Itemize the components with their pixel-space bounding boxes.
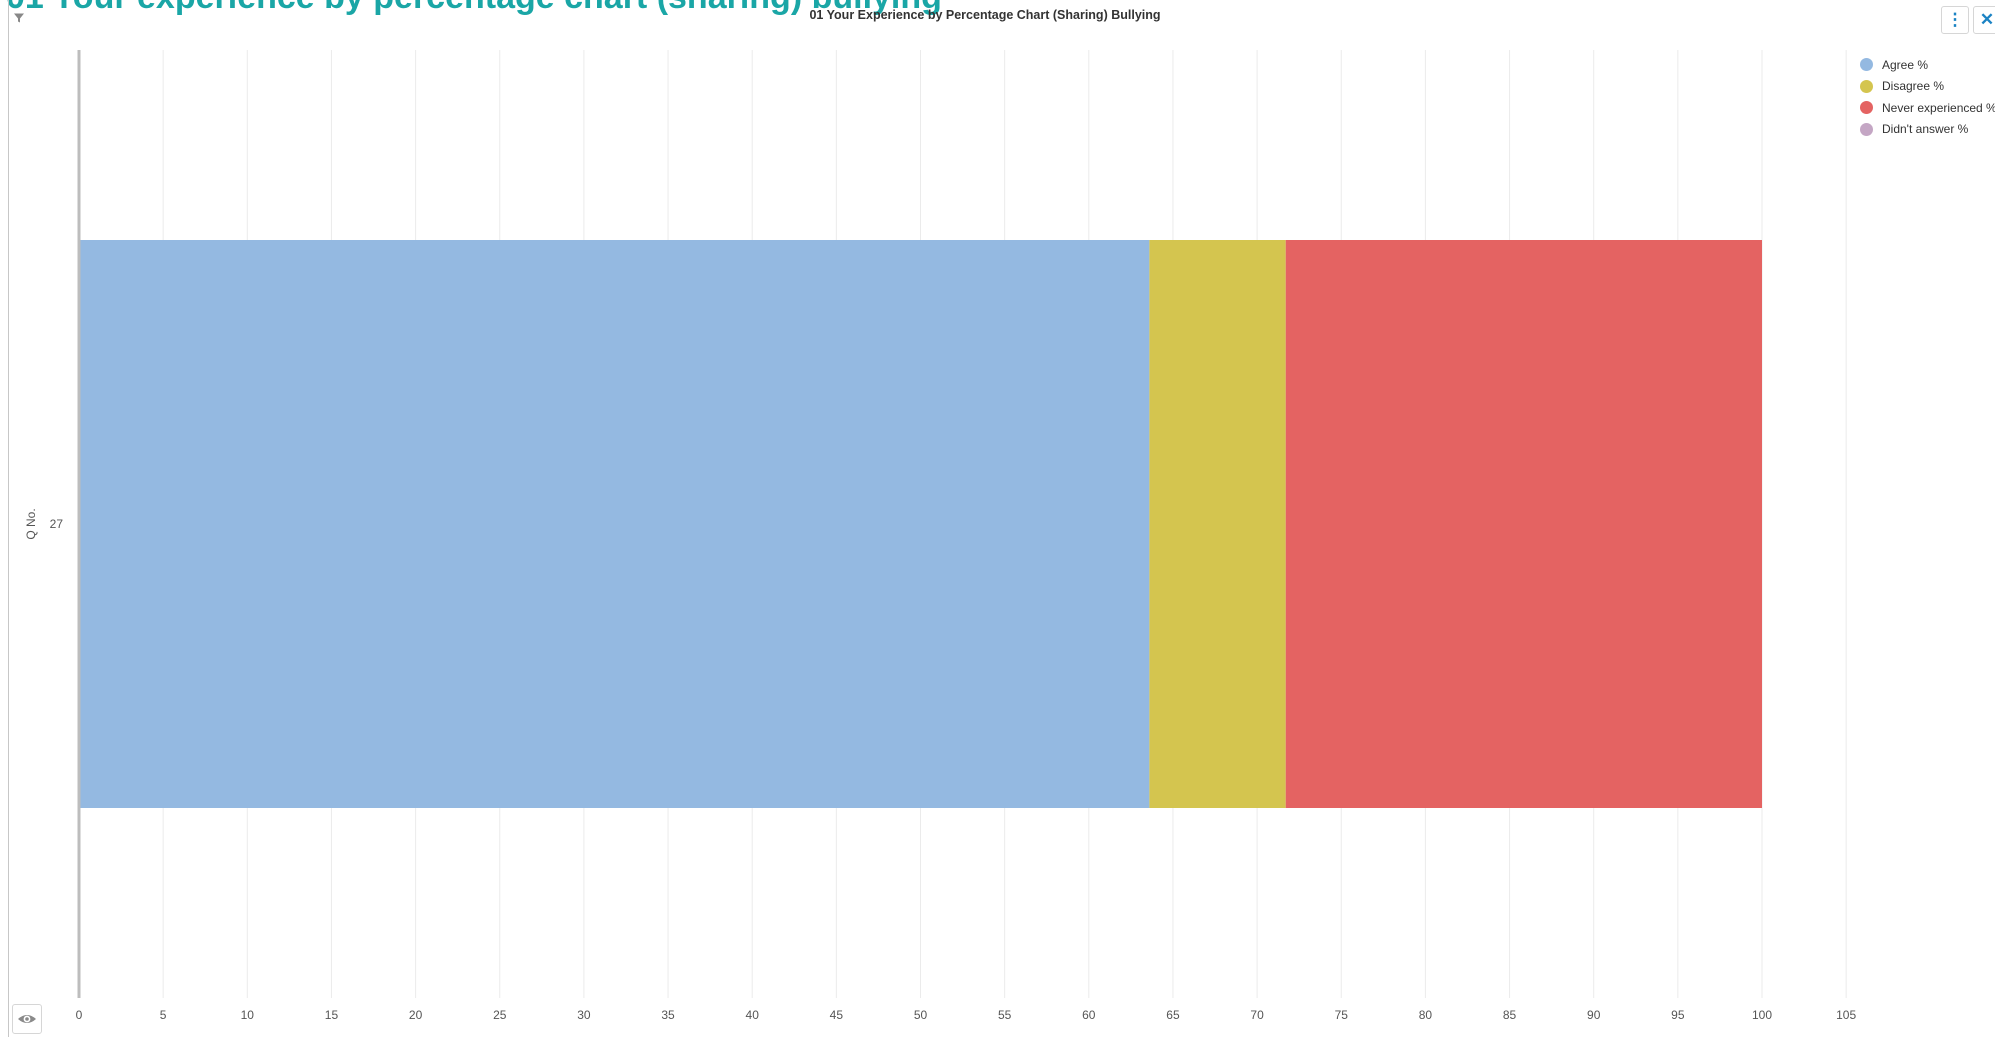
chart-title: 01 Your Experience by Percentage Chart (… (809, 8, 1161, 22)
legend-label: Never experienced % (1882, 100, 1995, 115)
visibility-toggle-button[interactable] (12, 1004, 42, 1034)
legend-label: Didn't answer % (1882, 122, 1969, 137)
x-tick-label: 10 (241, 1008, 255, 1022)
page-heading: 01 Your experience by percentage chart (… (6, 0, 942, 17)
legend-item[interactable]: Agree % (1860, 54, 1995, 76)
x-tick-label: 65 (1166, 1008, 1180, 1022)
x-tick-label: 85 (1503, 1008, 1517, 1022)
x-tick-label: 70 (1250, 1008, 1264, 1022)
x-tick-label: 75 (1335, 1008, 1349, 1022)
x-tick-label: 30 (577, 1008, 591, 1022)
legend-item[interactable]: Disagree % (1860, 76, 1995, 98)
legend-swatch (1860, 122, 1873, 136)
legend-label: Disagree % (1882, 79, 1945, 94)
x-tick-label: 105 (1836, 1008, 1856, 1022)
kebab-menu-icon: ⋮ (1946, 10, 1964, 29)
close-chart-button[interactable]: ✕ (1973, 6, 1995, 34)
x-tick-label: 45 (830, 1008, 844, 1022)
x-tick-label: 55 (998, 1008, 1012, 1022)
bar-stack (79, 240, 1762, 808)
x-tick-label: 40 (746, 1008, 760, 1022)
legend-item[interactable]: Didn't answer % (1860, 119, 1995, 141)
x-tick-label: 50 (914, 1008, 928, 1022)
y-tick-label: 27 (50, 517, 64, 531)
filter-icon[interactable] (13, 12, 25, 24)
x-tick-label: 90 (1587, 1008, 1601, 1022)
x-axis-ticks: 0 5 10 15 20 25 30 35 40 45 50 55 60 65 70 75 80 85 90 95 10… (76, 1008, 1857, 1022)
legend-label: Agree % (1882, 57, 1929, 72)
eye-icon (18, 1015, 36, 1023)
close-icon: ✕ (1979, 10, 1995, 29)
panel-left-border (8, 0, 9, 1037)
y-axis: 27 Q No. (24, 50, 81, 998)
bar-segment[interactable] (1149, 240, 1286, 808)
x-tick-label: 60 (1082, 1008, 1096, 1022)
legend-swatch (1860, 79, 1873, 93)
x-tick-label: 100 (1752, 1008, 1772, 1022)
chart-menu-button[interactable]: ⋮ (1941, 6, 1969, 34)
legend-swatch (1860, 58, 1873, 72)
bar-segment[interactable] (1285, 240, 1762, 808)
legend-swatch (1860, 101, 1873, 115)
x-tick-label: 35 (661, 1008, 675, 1022)
x-tick-label: 20 (409, 1008, 423, 1022)
x-tick-label: 5 (160, 1008, 167, 1022)
y-axis-label: Q No. (24, 508, 38, 539)
x-tick-label: 25 (493, 1008, 507, 1022)
bar-segment[interactable] (79, 240, 1150, 808)
legend-item[interactable]: Never experienced % (1860, 97, 1995, 119)
x-tick-label: 0 (76, 1008, 83, 1022)
x-tick-label: 15 (325, 1008, 339, 1022)
x-tick-label: 80 (1419, 1008, 1433, 1022)
x-tick-label: 95 (1671, 1008, 1685, 1022)
chart-legend: Agree % Disagree % Never experienced % Didn… (1860, 54, 1995, 140)
